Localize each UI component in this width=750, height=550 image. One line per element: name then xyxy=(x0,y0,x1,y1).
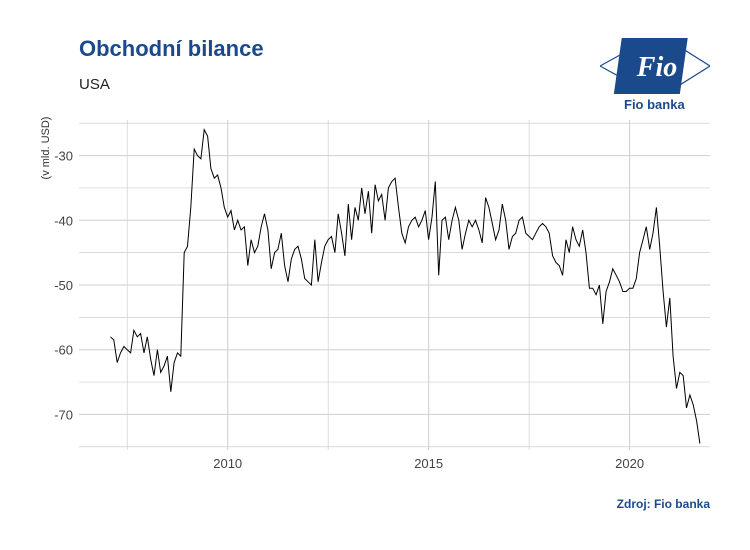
y-tick-label: -60 xyxy=(54,343,73,358)
x-tick-label: 2015 xyxy=(414,456,443,471)
fio-logo-icon: Fio xyxy=(600,38,710,94)
chart-grid xyxy=(79,120,710,450)
source-note: Zdroj: Fio banka xyxy=(616,497,710,511)
x-tick-label: 2020 xyxy=(615,456,644,471)
x-tick-label: 2010 xyxy=(213,456,242,471)
chart-subtitle: USA xyxy=(79,76,110,93)
logo-caption: Fio banka xyxy=(624,97,685,112)
logo-mark-text: Fio xyxy=(636,52,677,83)
y-tick-label: -50 xyxy=(54,278,73,293)
chart-title: Obchodní bilance xyxy=(79,36,264,61)
series-line xyxy=(110,128,701,444)
y-tick-labels: -30 -40 -50 -60 -70 xyxy=(54,149,73,423)
y-tick-label: -70 xyxy=(54,407,73,422)
x-tick-labels: 2010 2015 2020 xyxy=(213,456,644,471)
y-axis-label: (v mld. USD) xyxy=(40,117,52,180)
y-tick-label: -40 xyxy=(54,213,73,228)
y-tick-label: -30 xyxy=(54,149,73,164)
